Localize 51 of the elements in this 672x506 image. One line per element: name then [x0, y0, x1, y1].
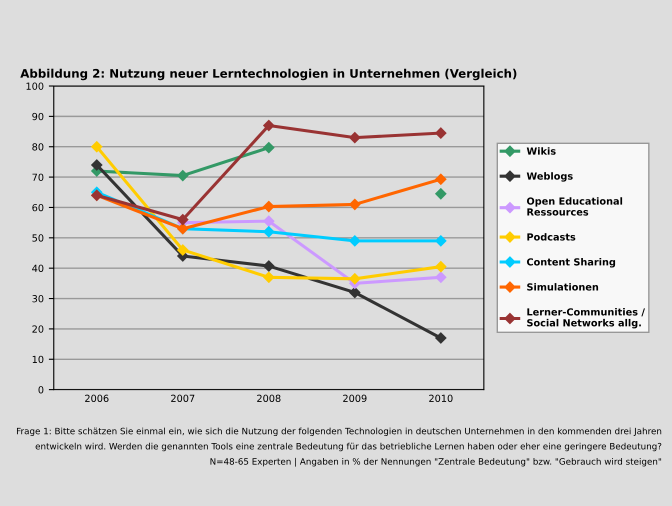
point — [177, 214, 188, 226]
point — [349, 132, 360, 144]
y-tick-label: 70 — [32, 174, 44, 181]
point — [263, 216, 274, 227]
text: entwickeln wird. Werden die genannten Tools eine zentrale Bedeutung für das betriebliche Lernen haben oder eher eine geringere Bedeutung? — [36, 442, 662, 452]
y-tick-label: 0 — [38, 386, 44, 394]
point — [263, 120, 274, 132]
x-tick-label: 2006 — [85, 394, 109, 402]
legend-label: Lerner-Communities / Social Networks allg. — [527, 308, 645, 328]
point — [263, 272, 274, 283]
text: Frage 1: Bitte schätzen Sie einmal ein, wie sich die Nutzung der folgenden Technologien in deutschen Unternehmen in den kommenden drei Jahren — [16, 428, 662, 436]
point — [263, 142, 274, 154]
point — [177, 244, 188, 256]
y-tick-label: 10 — [32, 356, 44, 364]
y-tick-label: 100 — [26, 82, 44, 90]
point — [435, 188, 446, 200]
point — [435, 127, 446, 139]
y-tick-label: 60 — [32, 204, 44, 212]
legend-label: Wikis — [526, 147, 556, 155]
x-tick-label: 2008 — [257, 394, 281, 402]
point — [177, 170, 188, 182]
y-tick-label: 80 — [32, 143, 44, 151]
point — [349, 235, 360, 246]
point — [435, 235, 446, 246]
chart-title: Abbildung 2: Nutzung neuer Lerntechnologien in Unternehmen (Vergleich) — [20, 68, 516, 80]
point — [263, 226, 274, 238]
y-tick-label: 20 — [32, 325, 44, 333]
y-tick-label: 30 — [32, 295, 44, 302]
text: N=48-65 Experten | Angaben in % der Nennungen "Zentrale Bedeutung" bzw. "Gebrauch wird steigen" — [210, 458, 662, 467]
point — [435, 261, 446, 272]
point — [435, 332, 446, 344]
point — [91, 141, 102, 152]
x-tick-label: 2010 — [429, 394, 453, 402]
x-tick-label: 2009 — [343, 394, 367, 402]
y-tick-label: 40 — [32, 264, 44, 272]
point — [263, 200, 274, 212]
legend-label: Weblogs — [526, 172, 573, 182]
point — [349, 273, 360, 284]
point — [263, 260, 274, 272]
point — [435, 174, 446, 185]
legend-label: Podcasts — [527, 233, 576, 241]
legend-label: Simulationen — [527, 283, 598, 291]
x-tick-label: 2007 — [171, 394, 194, 402]
point — [91, 159, 102, 171]
y-tick-label: 50 — [32, 234, 44, 242]
point — [349, 198, 360, 210]
point — [349, 286, 360, 298]
legend-label: Content Sharing — [526, 258, 616, 268]
y-tick-label: 90 — [32, 112, 44, 120]
point — [435, 272, 446, 283]
legend-label: Open Educational Ressources — [526, 197, 622, 216]
